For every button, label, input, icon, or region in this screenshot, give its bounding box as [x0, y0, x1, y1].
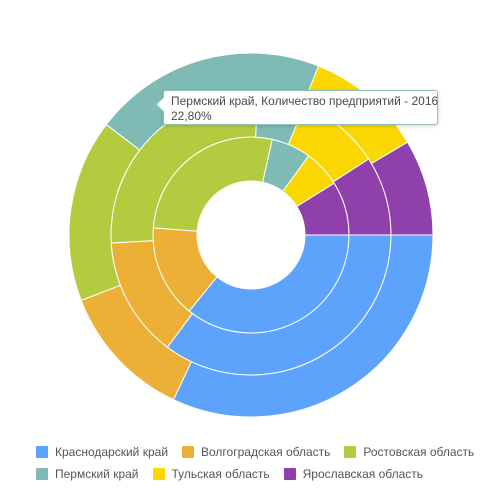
legend-swatch	[182, 446, 195, 458]
legend-item-krasnodar[interactable]: Краснодарский край	[36, 445, 168, 459]
legend-swatch	[36, 446, 48, 458]
legend-item-rostov[interactable]: Ростовская область	[344, 445, 474, 459]
legend-swatch	[36, 468, 48, 480]
legend-label: Пермский край	[55, 467, 139, 481]
tooltip-value: 22,80%	[171, 109, 212, 123]
legend-label: Краснодарский край	[55, 445, 169, 459]
legend-label: Ростовская область	[363, 445, 475, 459]
chart-legend: Краснодарский край Волгоградская область…	[36, 441, 476, 485]
legend-item-tula[interactable]: Тульская область	[152, 467, 270, 481]
legend-item-perm[interactable]: Пермский край	[36, 467, 139, 481]
legend-item-volgograd[interactable]: Волгоградская область	[182, 445, 330, 459]
legend-label: Ярославская область	[302, 467, 424, 481]
legend-swatch	[344, 446, 357, 458]
legend-label: Тульская область	[171, 467, 270, 481]
legend-item-yaroslavl[interactable]: Ярославская область	[283, 467, 424, 481]
legend-swatch	[283, 468, 296, 480]
legend-row: Краснодарский край Волгоградская область…	[36, 441, 476, 463]
chart-tooltip: Пермский край, Количество предприятий - …	[155, 90, 439, 125]
segment-ring3-series6[interactable]	[370, 141, 434, 236]
legend-row: Пермский край Тульская область Ярославск…	[36, 463, 476, 485]
legend-label: Волгоградская область	[201, 445, 331, 459]
tooltip-title: Пермский край, Количество предприятий - …	[171, 94, 439, 108]
legend-swatch	[152, 468, 165, 480]
